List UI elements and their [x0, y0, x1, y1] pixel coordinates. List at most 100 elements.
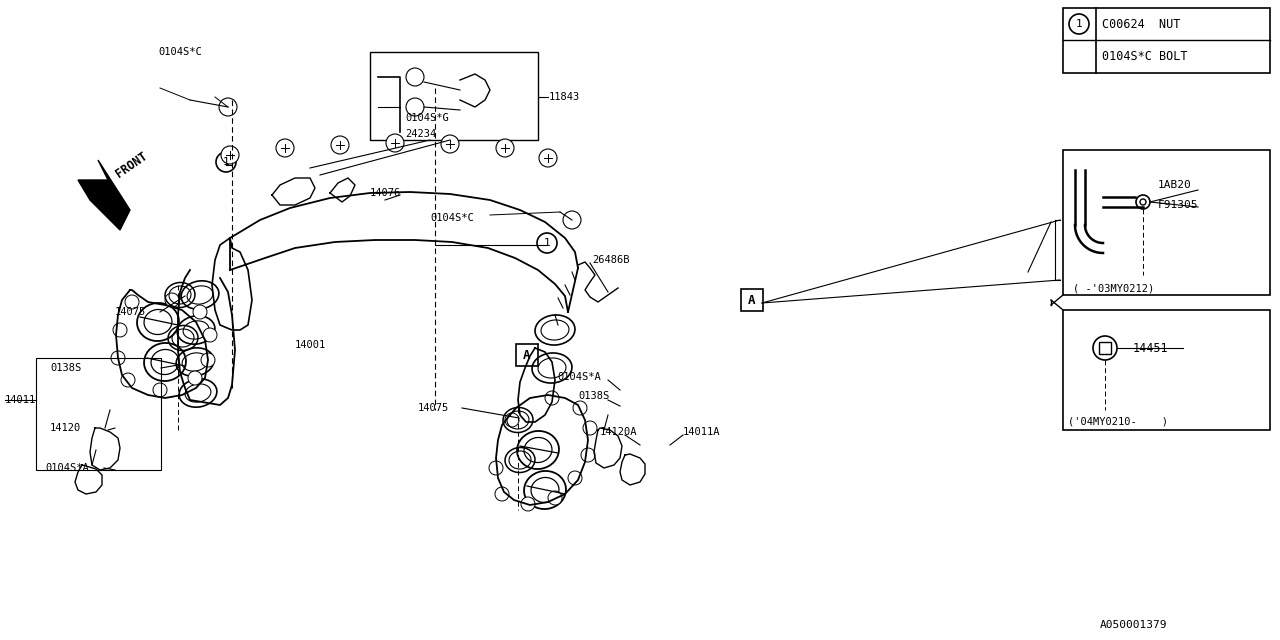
Text: 14120A: 14120A — [600, 427, 637, 437]
Circle shape — [521, 497, 535, 511]
Text: 0104S*C: 0104S*C — [157, 47, 202, 57]
Circle shape — [586, 424, 594, 432]
Circle shape — [216, 152, 236, 172]
Circle shape — [548, 491, 562, 505]
Text: 1AB20: 1AB20 — [1158, 180, 1192, 190]
Text: F91305: F91305 — [1158, 200, 1198, 210]
Circle shape — [280, 143, 291, 153]
Circle shape — [124, 376, 132, 384]
Circle shape — [563, 211, 581, 229]
Circle shape — [204, 328, 218, 342]
Circle shape — [191, 374, 198, 382]
Circle shape — [114, 354, 122, 362]
Text: FRONT: FRONT — [113, 150, 150, 180]
Text: 0138S: 0138S — [579, 391, 609, 401]
Circle shape — [116, 326, 124, 334]
Bar — [1100, 342, 1111, 354]
Text: 24234: 24234 — [404, 129, 436, 139]
Text: 14075: 14075 — [419, 403, 449, 413]
Circle shape — [581, 448, 595, 462]
Text: 0104S*C: 0104S*C — [430, 213, 474, 223]
Bar — [370, 52, 538, 140]
Circle shape — [576, 404, 584, 412]
Text: ('04MY0210-    ): ('04MY0210- ) — [1068, 417, 1169, 427]
Circle shape — [165, 293, 179, 307]
Circle shape — [538, 233, 557, 253]
Circle shape — [539, 149, 557, 167]
Bar — [516, 344, 538, 366]
Text: A: A — [524, 349, 531, 362]
Text: ( -'03MY0212): ( -'03MY0212) — [1073, 283, 1155, 293]
Circle shape — [201, 353, 215, 367]
Circle shape — [508, 416, 516, 424]
Circle shape — [276, 139, 294, 157]
Circle shape — [390, 138, 401, 148]
Circle shape — [445, 139, 454, 149]
Circle shape — [550, 494, 559, 502]
Text: 11843: 11843 — [549, 92, 580, 102]
Bar — [1062, 8, 1270, 73]
Text: 14011: 14011 — [5, 395, 36, 405]
Bar — [1062, 310, 1270, 430]
Circle shape — [206, 331, 214, 339]
Circle shape — [168, 296, 177, 304]
Circle shape — [582, 421, 596, 435]
Circle shape — [492, 464, 500, 472]
Circle shape — [332, 136, 349, 154]
Text: 1: 1 — [1075, 19, 1083, 29]
Circle shape — [193, 305, 207, 319]
Circle shape — [1140, 199, 1146, 205]
Circle shape — [584, 451, 593, 459]
Text: 1: 1 — [223, 157, 229, 167]
Circle shape — [122, 373, 134, 387]
Circle shape — [489, 461, 503, 475]
Text: 0138S: 0138S — [50, 363, 81, 373]
Text: 1: 1 — [544, 238, 550, 248]
Circle shape — [1069, 14, 1089, 34]
Circle shape — [500, 143, 509, 153]
Circle shape — [495, 487, 509, 501]
Circle shape — [113, 323, 127, 337]
Circle shape — [545, 391, 559, 405]
Circle shape — [204, 356, 212, 364]
Text: 0104S*C BOLT: 0104S*C BOLT — [1102, 49, 1188, 63]
Circle shape — [568, 471, 582, 485]
Circle shape — [497, 139, 515, 157]
Polygon shape — [78, 160, 131, 230]
Circle shape — [543, 153, 553, 163]
Text: 14075: 14075 — [115, 307, 146, 317]
Text: 26486B: 26486B — [593, 255, 630, 265]
Circle shape — [442, 135, 460, 153]
Text: 14451: 14451 — [1133, 342, 1169, 355]
Text: 14076: 14076 — [370, 188, 401, 198]
Circle shape — [335, 140, 346, 150]
Text: A050001379: A050001379 — [1100, 620, 1167, 630]
Circle shape — [219, 98, 237, 116]
Text: 0104S*A: 0104S*A — [557, 372, 600, 382]
Bar — [36, 358, 161, 470]
Circle shape — [506, 413, 518, 427]
Circle shape — [125, 295, 140, 309]
Circle shape — [111, 351, 125, 365]
Circle shape — [221, 146, 239, 164]
Text: 0104S*G: 0104S*G — [404, 113, 449, 123]
Circle shape — [196, 308, 204, 316]
Text: A: A — [749, 294, 755, 307]
Circle shape — [410, 102, 420, 112]
Circle shape — [188, 371, 202, 385]
Circle shape — [154, 383, 166, 397]
Circle shape — [1137, 195, 1149, 209]
Circle shape — [567, 215, 577, 225]
Bar — [1062, 150, 1270, 295]
Circle shape — [387, 134, 404, 152]
Circle shape — [225, 150, 236, 160]
Circle shape — [406, 68, 424, 86]
Text: C00624  NUT: C00624 NUT — [1102, 17, 1180, 31]
Text: 14011A: 14011A — [684, 427, 721, 437]
Circle shape — [406, 98, 424, 116]
Circle shape — [571, 474, 579, 482]
Circle shape — [128, 298, 136, 306]
Text: 0104S*A: 0104S*A — [45, 463, 88, 473]
Bar — [741, 289, 763, 311]
Circle shape — [573, 401, 588, 415]
